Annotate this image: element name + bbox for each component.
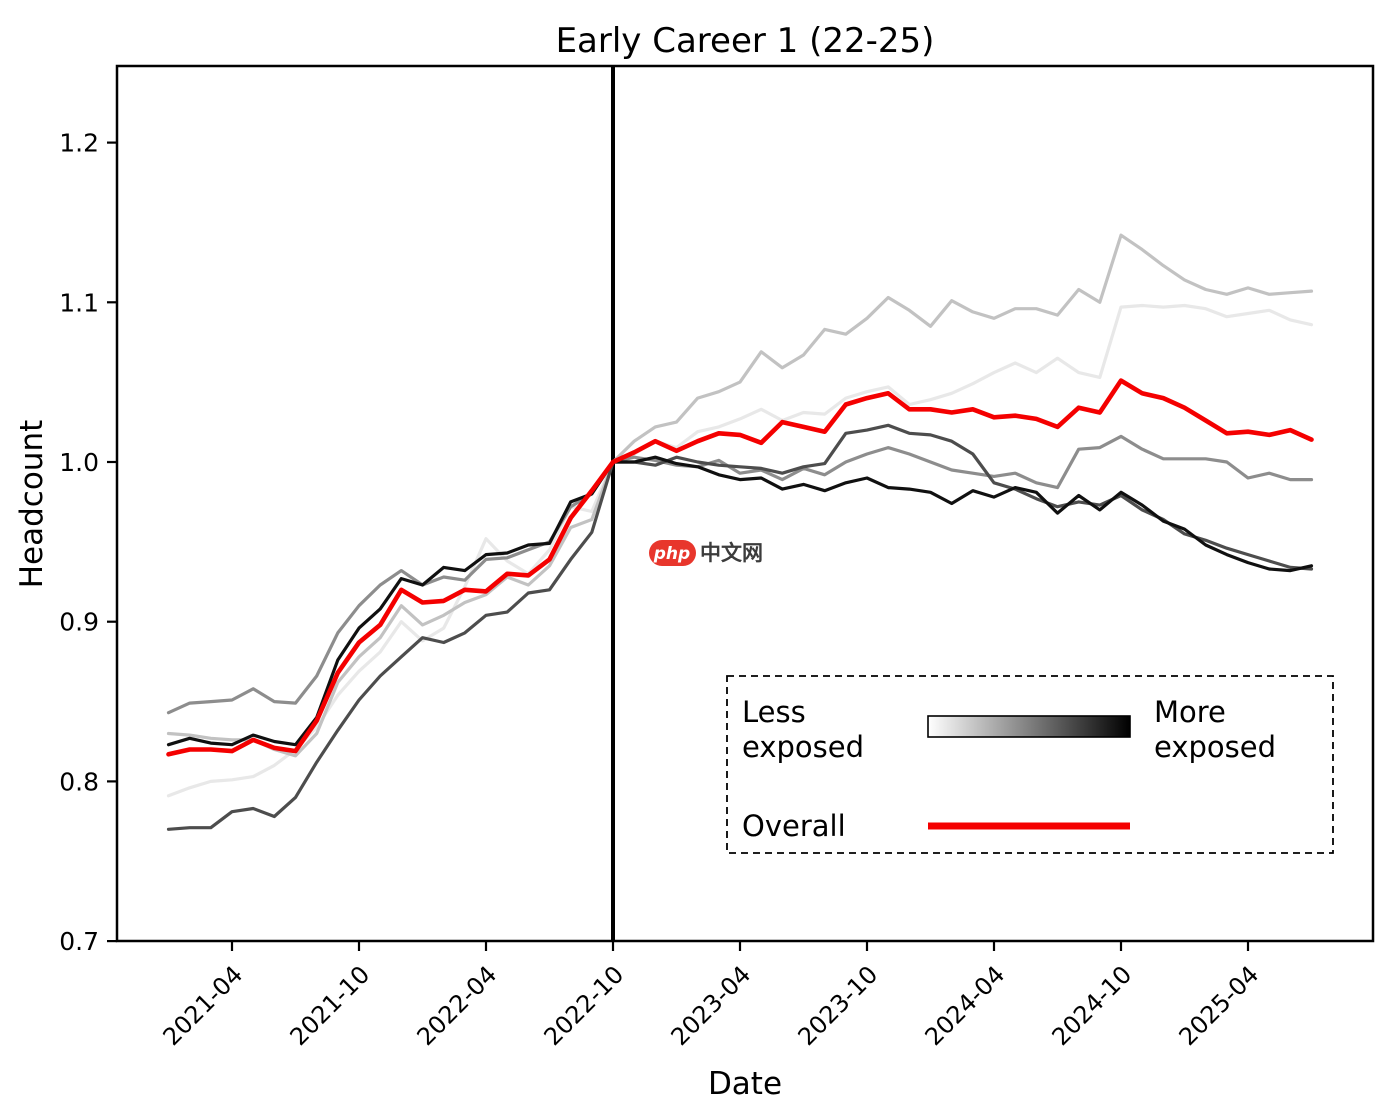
x-tick-label: 2021-04 bbox=[158, 960, 249, 1051]
y-axis-label: Headcount bbox=[14, 420, 50, 589]
series-line-quintile-3 bbox=[166, 434, 1314, 715]
x-tick-label: 2021-10 bbox=[285, 960, 376, 1051]
y-tick-label: 1.1 bbox=[59, 288, 99, 317]
legend-exposure-gradient-bar bbox=[927, 715, 1131, 738]
series-line-overall bbox=[166, 378, 1314, 757]
x-tick-label: 2023-04 bbox=[666, 960, 757, 1051]
x-tick-label: 2025-04 bbox=[1174, 960, 1265, 1051]
y-tick-label: 0.8 bbox=[59, 767, 99, 796]
y-tick-label: 0.9 bbox=[59, 608, 99, 637]
legend-less-line1: Less bbox=[742, 695, 806, 729]
axis-ticks: 0.7 0.8 0.9 1.0 1.1 1.2 2021-04 2021-10 2022-04 2… bbox=[59, 129, 1264, 1052]
watermark-badge-text: php bbox=[653, 544, 690, 564]
x-tick-label: 2023-10 bbox=[793, 960, 884, 1051]
watermark-php-badge-icon bbox=[649, 540, 696, 566]
y-tick-label: 1.0 bbox=[59, 448, 99, 477]
x-tick-label: 2024-10 bbox=[1047, 960, 1138, 1051]
x-axis-label: Date bbox=[708, 1066, 782, 1102]
chart-title: Early Career 1 (22-25) bbox=[556, 21, 935, 61]
series-line-quintile-1-least-exposed- bbox=[166, 303, 1314, 798]
watermark: php 中文网 bbox=[649, 540, 763, 566]
x-tick-label: 2022-10 bbox=[539, 960, 630, 1051]
series-line-quintile-5-most-exposed- bbox=[166, 455, 1314, 747]
watermark-site-text: 中文网 bbox=[700, 541, 763, 565]
legend-overall-label: Overall bbox=[742, 809, 846, 843]
x-tick-label: 2024-04 bbox=[920, 960, 1011, 1051]
y-tick-label: 0.7 bbox=[59, 927, 99, 956]
series-line-quintile-2 bbox=[166, 233, 1314, 758]
y-tick-label: 1.2 bbox=[59, 129, 99, 158]
series-line-quintile-4 bbox=[166, 423, 1314, 831]
x-tick-label: 2022-04 bbox=[412, 960, 503, 1051]
plot-frame bbox=[115, 64, 1375, 943]
legend: Less exposed More exposed Overall bbox=[726, 675, 1334, 854]
data-series bbox=[166, 66, 1314, 941]
legend-less-line2: exposed bbox=[742, 730, 864, 764]
legend-more-line1: More bbox=[1154, 695, 1226, 729]
legend-more-line2: exposed bbox=[1154, 730, 1276, 764]
